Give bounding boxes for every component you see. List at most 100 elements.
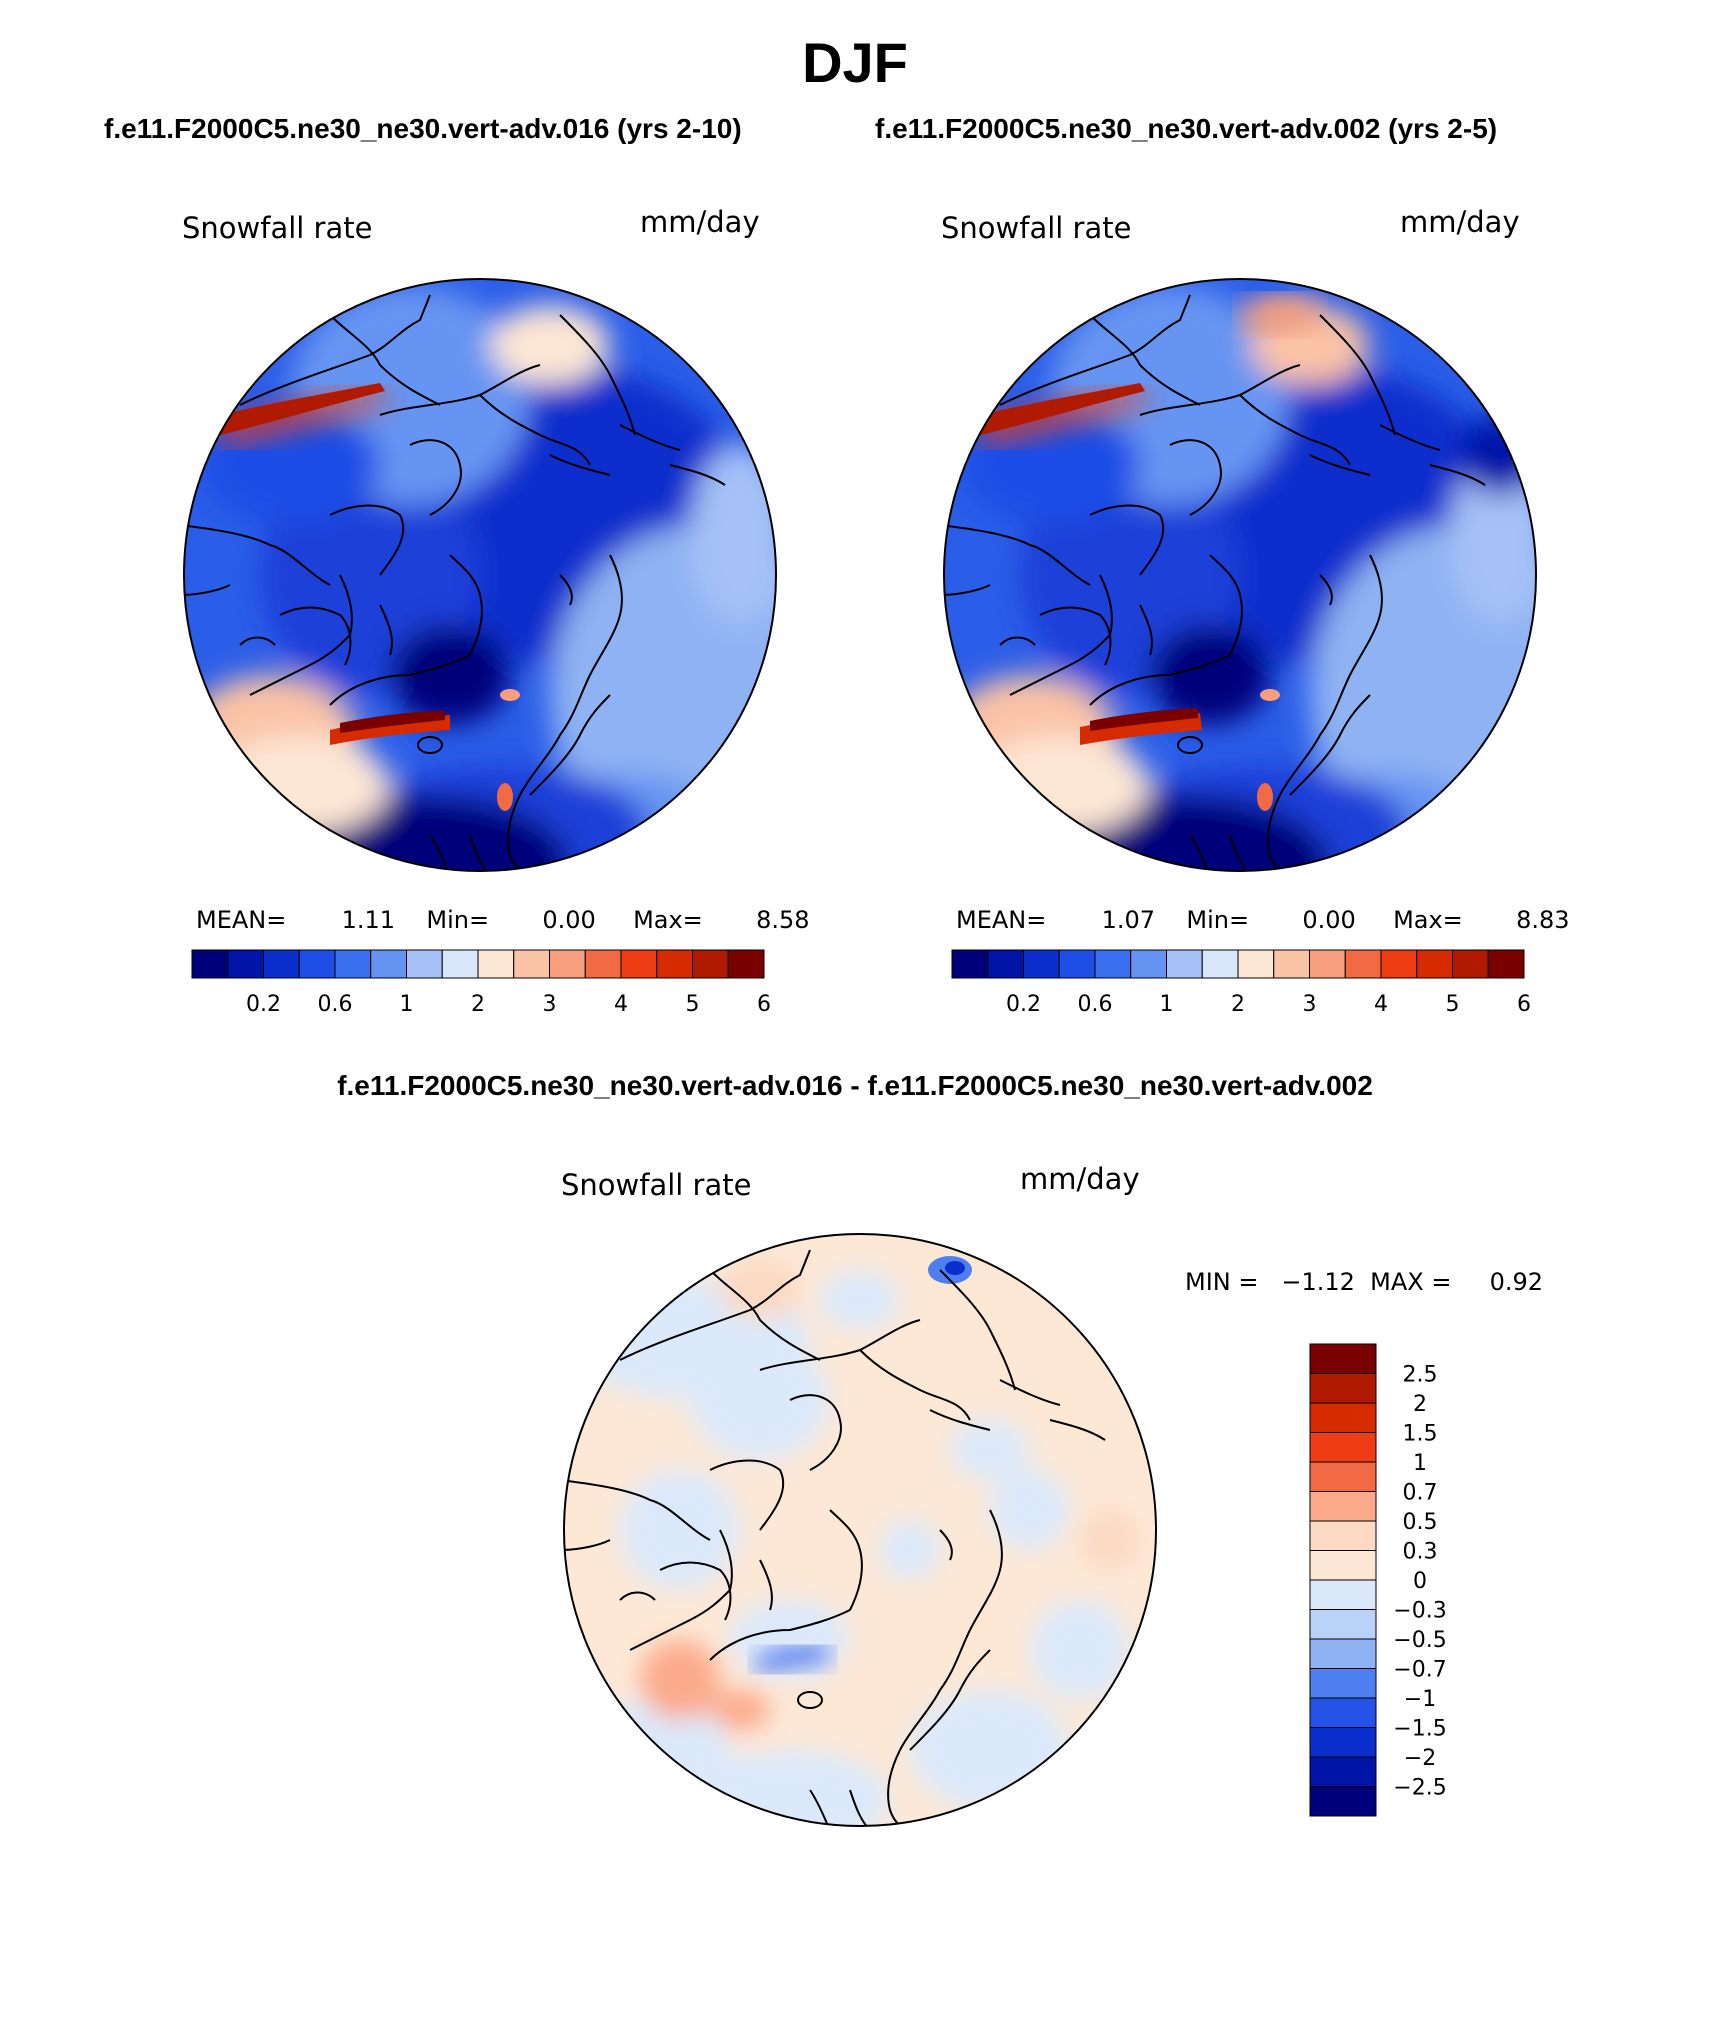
panel1-mean-value: 1.11 xyxy=(341,906,396,934)
colorbar-swatch xyxy=(334,949,372,979)
colorbar-swatch xyxy=(1273,949,1310,979)
colorbar-tick-label: 4 xyxy=(1374,992,1388,1017)
colorbar-tick-label: 0 xyxy=(1413,1569,1427,1594)
panel1-max-label: Max= xyxy=(633,906,703,934)
panel2-stats: MEAN= 1.07 Min= 0.00 Max= 8.83 xyxy=(956,906,1570,934)
colorbar-swatch xyxy=(549,949,586,979)
colorbar-swatch xyxy=(1237,949,1275,979)
colorbar-swatch xyxy=(1309,1579,1377,1610)
panel2-polar-map xyxy=(943,278,1537,872)
colorbar-tick-label: 2 xyxy=(1413,1392,1427,1417)
diff-colorbar: 2.5 2 1.5 1 0.7 0.5 0.3 0 −0.3 −0.5 −0.7 −1 −1.5 −2 −2… xyxy=(1309,1343,1447,1817)
difference-title: f.e11.F2000C5.ne30_ne30.vert-adv.016 - f… xyxy=(337,1070,1373,1101)
colorbar-swatch xyxy=(1344,949,1382,979)
diff-units-label: mm/day xyxy=(1020,1162,1140,1196)
colorbar-swatch xyxy=(1309,1727,1377,1758)
colorbar-swatch xyxy=(1166,949,1203,979)
colorbar-swatch xyxy=(987,949,1024,979)
colorbar-swatch xyxy=(1201,949,1239,979)
panel2-min-value: 0.00 xyxy=(1302,906,1356,934)
main-title: DJF xyxy=(802,31,908,94)
colorbar-tick-label: 2 xyxy=(471,992,485,1017)
colorbar-swatch xyxy=(1309,1432,1377,1463)
colorbar-tick-label: 6 xyxy=(1517,992,1530,1017)
colorbar-tick-label: −0.3 xyxy=(1393,1599,1446,1624)
colorbar-swatch xyxy=(1130,949,1167,979)
colorbar-tick-label: 0.3 xyxy=(1403,1540,1438,1565)
colorbar-swatch xyxy=(477,949,515,979)
colorbar-swatch xyxy=(1416,949,1453,979)
panel1-units-label: mm/day xyxy=(640,205,760,239)
colorbar-swatch xyxy=(1309,1786,1377,1817)
colorbar-swatch xyxy=(191,949,229,979)
colorbar-tick-label: −2.5 xyxy=(1393,1776,1446,1801)
panel1-polar-map xyxy=(183,278,777,872)
panel2-mean-value: 1.07 xyxy=(1101,906,1156,934)
colorbar-swatch xyxy=(1309,1697,1377,1728)
panel1-stats: MEAN= 1.11 Min= 0.00 Max= 8.58 xyxy=(196,906,810,934)
colorbar-tick-label: 6 xyxy=(757,992,770,1017)
diff-minmax: MIN = −1.12 MAX = 0.92 xyxy=(1185,1268,1544,1296)
colorbar-tick-label: 0.7 xyxy=(1403,1481,1438,1506)
colorbar-swatch xyxy=(1309,949,1346,979)
colorbar-swatch xyxy=(1309,1520,1377,1551)
colorbar-tick-label: 0.2 xyxy=(1006,992,1041,1017)
colorbar-swatch xyxy=(656,949,693,979)
panel2-max-label: Max= xyxy=(1393,906,1463,934)
colorbar-tick-label: 1 xyxy=(400,992,414,1017)
panel1-max-value: 8.58 xyxy=(756,906,810,934)
colorbar-tick-label: −2 xyxy=(1404,1746,1436,1771)
panel2-units-label: mm/day xyxy=(1400,205,1520,239)
colorbar-tick-label: 1 xyxy=(1160,992,1174,1017)
colorbar-swatch xyxy=(1380,949,1418,979)
colorbar-swatch xyxy=(1309,1756,1377,1787)
colorbar-swatch xyxy=(692,949,729,979)
colorbar-tick-label: 1.5 xyxy=(1403,1422,1438,1447)
colorbar-swatch xyxy=(263,949,300,979)
colorbar-swatch xyxy=(227,949,264,979)
colorbar-tick-label: 4 xyxy=(614,992,628,1017)
panel1-case-title: f.e11.F2000C5.ne30_ne30.vert-adv.016 (yr… xyxy=(104,113,742,144)
colorbar-tick-label: −1.5 xyxy=(1393,1717,1446,1742)
colorbar-tick-label: 3 xyxy=(1303,992,1317,1017)
panel1-colorbar: 0.2 0.6 1 2 3 4 5 6 xyxy=(191,949,770,1017)
colorbar-tick-label: 2.5 xyxy=(1403,1363,1438,1388)
colorbar-swatch xyxy=(370,949,407,979)
colorbar-swatch xyxy=(298,949,336,979)
colorbar-tick-label: 0.6 xyxy=(318,992,353,1017)
colorbar-swatch xyxy=(406,949,443,979)
colorbar-swatch xyxy=(513,949,550,979)
colorbar-swatch xyxy=(1452,949,1489,979)
colorbar-tick-label: 1 xyxy=(1413,1451,1427,1476)
colorbar-swatch xyxy=(1309,1550,1377,1581)
diff-variable-label: Snowfall rate xyxy=(561,1168,752,1202)
colorbar-swatch xyxy=(1094,949,1132,979)
colorbar-tick-label: 2 xyxy=(1231,992,1245,1017)
colorbar-swatch xyxy=(1309,1609,1377,1640)
colorbar-tick-label: 0.5 xyxy=(1403,1510,1438,1535)
panel2-case-title: f.e11.F2000C5.ne30_ne30.vert-adv.002 (yr… xyxy=(875,113,1498,144)
colorbar-swatch xyxy=(1309,1491,1377,1522)
panel2-min-label: Min= xyxy=(1186,906,1250,934)
panel1-min-label: Min= xyxy=(426,906,490,934)
colorbar-swatch xyxy=(1023,949,1060,979)
panel1-variable-label: Snowfall rate xyxy=(182,211,373,245)
colorbar-swatch xyxy=(441,949,479,979)
panel1-min-value: 0.00 xyxy=(542,906,596,934)
colorbar-tick-label: −0.5 xyxy=(1393,1628,1446,1653)
colorbar-swatch xyxy=(1309,1402,1377,1433)
colorbar-tick-label: 0.2 xyxy=(246,992,281,1017)
colorbar-swatch xyxy=(1309,1638,1377,1669)
colorbar-tick-label: −1 xyxy=(1404,1687,1436,1712)
colorbar-tick-label: 0.6 xyxy=(1078,992,1113,1017)
colorbar-swatch xyxy=(951,949,989,979)
colorbar-tick-label: 5 xyxy=(1446,992,1460,1017)
diff-polar-map xyxy=(563,1233,1157,1827)
colorbar-swatch xyxy=(1058,949,1096,979)
colorbar-swatch xyxy=(1487,949,1525,979)
panel2-variable-label: Snowfall rate xyxy=(941,211,1132,245)
panel2-max-value: 8.83 xyxy=(1516,906,1570,934)
colorbar-swatch xyxy=(1309,1343,1377,1374)
colorbar-swatch xyxy=(1309,1461,1377,1492)
colorbar-swatch xyxy=(727,949,765,979)
